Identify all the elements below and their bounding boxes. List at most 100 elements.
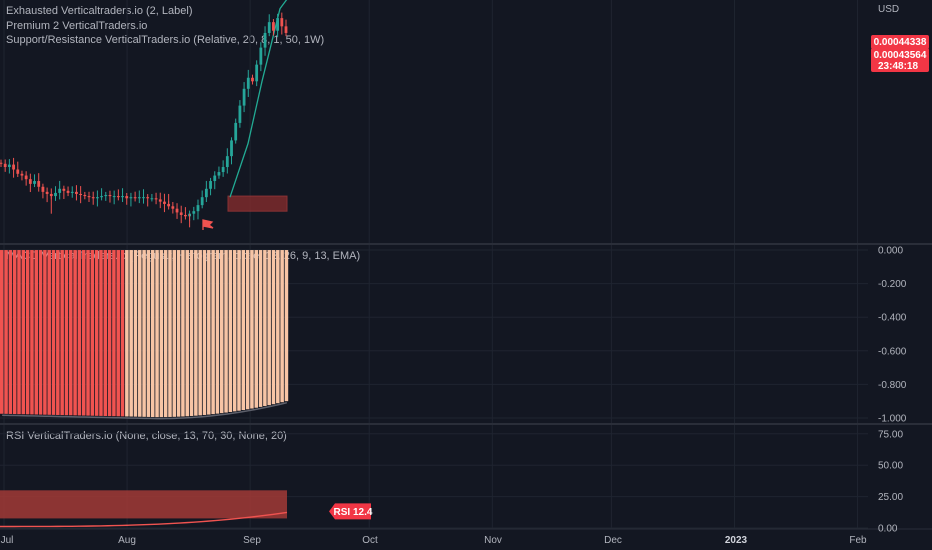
candle xyxy=(225,156,229,168)
time-tick-label: Feb xyxy=(849,535,867,546)
macd-bar xyxy=(0,250,4,414)
candle xyxy=(70,191,74,193)
macd-bar xyxy=(215,250,220,414)
macd-bar xyxy=(51,250,56,415)
candle xyxy=(267,22,271,33)
macd-bar xyxy=(207,250,211,415)
macd-bar xyxy=(21,250,26,415)
price-badge-high xyxy=(871,35,929,49)
rsi-tick-label: 50.00 xyxy=(878,461,903,472)
candle xyxy=(66,190,70,193)
candle xyxy=(91,197,95,199)
macd-bar xyxy=(25,250,30,415)
candle xyxy=(142,197,145,199)
candle xyxy=(3,163,7,168)
macd-bar xyxy=(73,250,77,416)
time-tick-label: Sep xyxy=(243,535,261,546)
macd-bar xyxy=(159,250,164,418)
macd-tick-label: -0.800 xyxy=(878,380,907,391)
candle xyxy=(83,195,87,197)
time-axis[interactable]: Jul Aug Sep Oct Nov Dec 2023 Feb xyxy=(1,535,867,546)
price-axis[interactable]: USD0.000065000.000085000.000110000.00015… xyxy=(871,0,929,535)
candle xyxy=(0,162,3,164)
macd-bar xyxy=(254,250,259,408)
macd-bar xyxy=(280,250,284,403)
macd-bar xyxy=(276,250,280,404)
candle xyxy=(251,77,254,82)
macd-bar xyxy=(17,250,21,415)
macd-bar xyxy=(30,250,34,415)
signal-flag-icon xyxy=(202,219,214,230)
macd-bar xyxy=(202,250,207,415)
macd-bar xyxy=(245,250,250,410)
macd-bar xyxy=(228,250,233,412)
macd-bar xyxy=(94,250,99,416)
macd-bar xyxy=(176,250,181,417)
rsi-value-label xyxy=(329,503,371,520)
macd-bar xyxy=(60,250,64,416)
candle xyxy=(179,212,183,215)
candle xyxy=(45,191,49,194)
candle xyxy=(163,201,166,204)
macd-pane[interactable] xyxy=(0,250,289,420)
rsi-pane[interactable]: RSI 12.4 xyxy=(0,490,373,528)
rsi-oversold-fill xyxy=(0,490,287,519)
macd-bar xyxy=(284,250,289,402)
candle xyxy=(116,196,120,198)
macd-bar xyxy=(133,250,138,417)
indicator-legend-support-resistance[interactable]: Support/Resistance VerticalTraders.io (R… xyxy=(6,34,325,46)
time-tick-label: Jul xyxy=(1,535,14,546)
macd-bar xyxy=(198,250,202,416)
candle xyxy=(234,122,238,141)
macd-bar xyxy=(267,250,271,406)
candle xyxy=(200,197,204,206)
indicator-legend-premium[interactable]: Premium 2 VerticalTraders.io xyxy=(6,20,148,32)
price-badge-last xyxy=(871,48,929,72)
rsi-legend[interactable]: RSI VerticalTraders.io (None, close, 13,… xyxy=(6,430,287,442)
macd-bar xyxy=(241,250,246,411)
macd-bar xyxy=(129,250,133,417)
candle xyxy=(137,197,141,199)
macd-bar xyxy=(90,250,95,416)
macd-tick-label: -1.000 xyxy=(878,413,907,424)
candle xyxy=(175,208,179,213)
macd-bar xyxy=(125,250,129,417)
countdown-text: 23:48:18 xyxy=(878,61,918,72)
candle xyxy=(87,196,91,198)
price-badge-high-text: 0.00044338 xyxy=(874,37,927,48)
support-zone xyxy=(227,195,288,212)
candle xyxy=(171,206,175,209)
macd-bar xyxy=(237,250,241,411)
macd-bar xyxy=(181,250,185,417)
candle xyxy=(75,191,78,194)
price-pane[interactable] xyxy=(0,0,868,230)
candle xyxy=(104,195,108,197)
candle xyxy=(129,197,133,199)
candle xyxy=(154,198,158,200)
macd-tick-label: -0.600 xyxy=(878,346,907,357)
candle xyxy=(221,167,225,173)
macd-bar xyxy=(8,250,13,414)
candle xyxy=(255,64,259,82)
macd-bar xyxy=(120,250,125,417)
macd-tick-label: 0.000 xyxy=(878,246,903,257)
macd-bar xyxy=(258,250,263,407)
macd-bar xyxy=(47,250,51,415)
macd-bar xyxy=(194,250,198,416)
trend-line xyxy=(229,0,288,198)
macd-bar xyxy=(224,250,228,413)
macd-bar xyxy=(56,250,60,415)
macd-bar xyxy=(219,250,224,414)
price-tick-label: 0.00006500 xyxy=(875,0,928,3)
candle xyxy=(33,181,36,184)
macd-bar xyxy=(107,250,112,417)
macd-bar xyxy=(103,250,108,417)
time-tick-label: Oct xyxy=(362,535,378,546)
indicator-legend-exhausted[interactable]: Exhausted Verticaltraders.io (2, Label) xyxy=(6,5,193,17)
candle xyxy=(246,77,250,89)
candle xyxy=(121,196,124,198)
macd-bar xyxy=(99,250,103,416)
candle xyxy=(204,188,208,198)
candle xyxy=(100,196,103,198)
